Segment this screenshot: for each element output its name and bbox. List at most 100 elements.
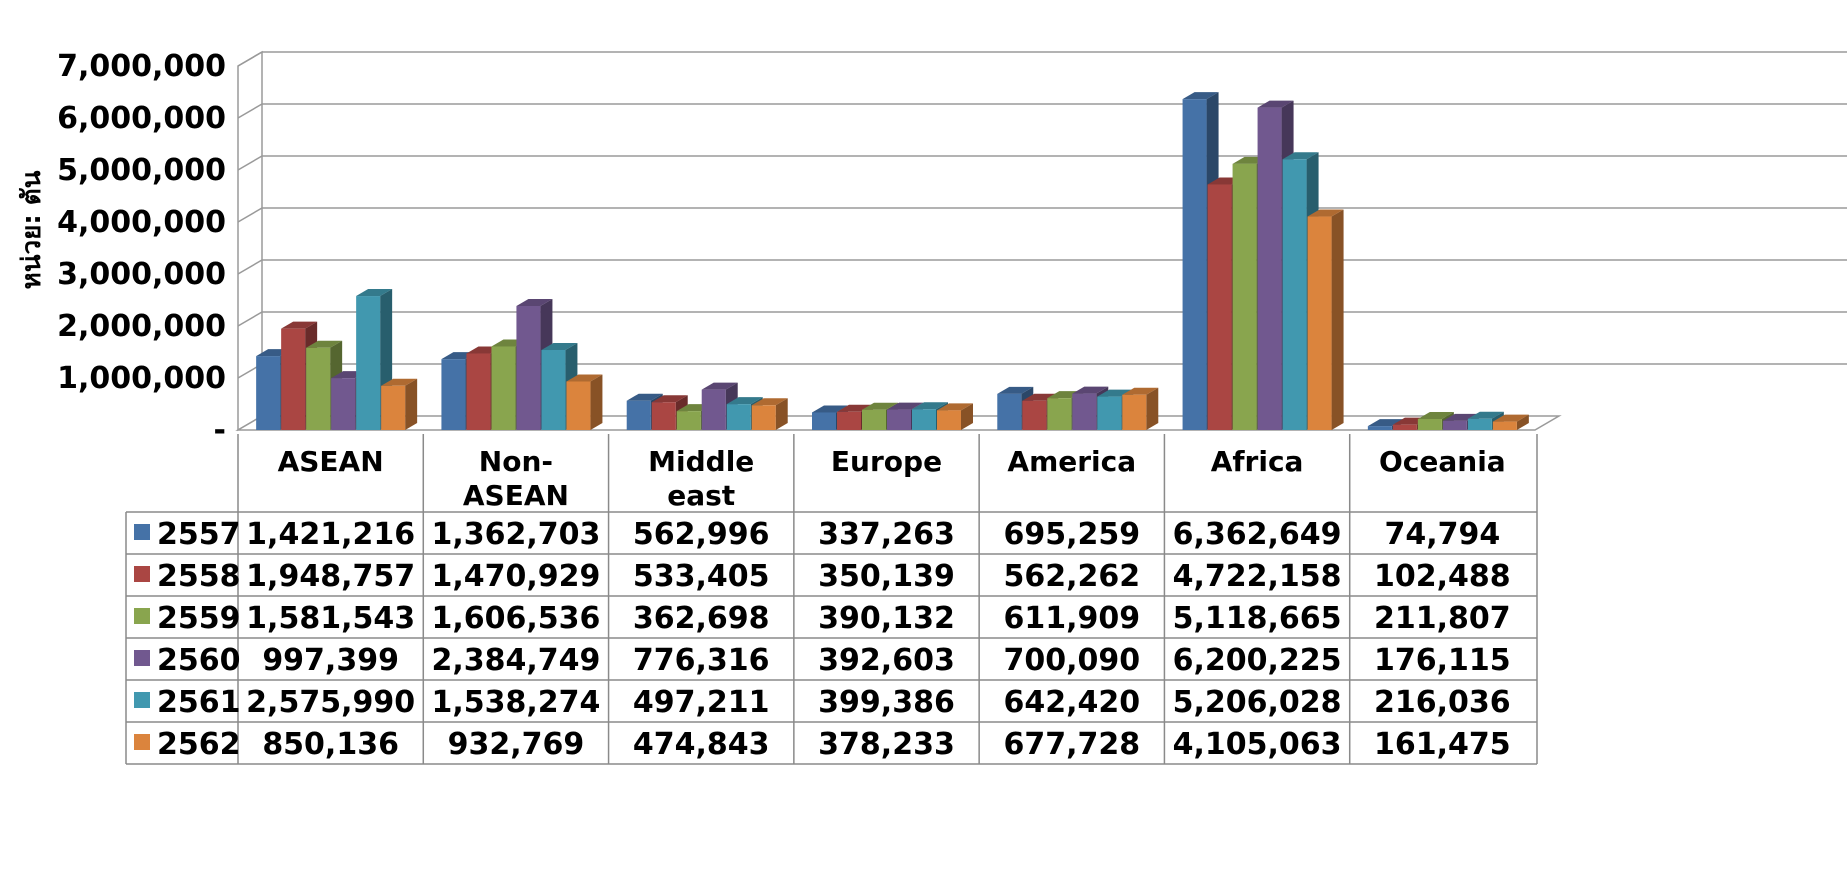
bar-top bbox=[1417, 411, 1454, 419]
bar-2560-5 bbox=[1257, 107, 1282, 430]
y-tick-label: 2,000,000 bbox=[57, 309, 226, 344]
bar-2561-0 bbox=[356, 296, 381, 430]
bar-2559-6 bbox=[1417, 418, 1442, 430]
bar-2559-4 bbox=[1047, 398, 1072, 430]
y-tick-label: 3,000,000 bbox=[57, 257, 226, 292]
data-label: 700,090 bbox=[1003, 643, 1140, 678]
y-tick-label: 1,000,000 bbox=[57, 361, 226, 396]
bar-2562-4 bbox=[1122, 394, 1147, 430]
bar-top bbox=[912, 402, 948, 410]
y-axis-title: หน่วย: ตัน bbox=[17, 170, 47, 289]
bar-side bbox=[405, 378, 418, 430]
bar-top bbox=[566, 374, 603, 382]
category-label: east bbox=[667, 479, 735, 512]
category-label: Middle bbox=[648, 445, 754, 478]
data-label: 350,139 bbox=[818, 559, 955, 594]
bar-2558-2 bbox=[651, 402, 676, 430]
data-label: 2,575,990 bbox=[246, 685, 415, 720]
data-label: 642,420 bbox=[1003, 685, 1140, 720]
data-label: 932,769 bbox=[448, 727, 585, 762]
bar-top bbox=[751, 398, 788, 406]
bar-2559-5 bbox=[1232, 163, 1257, 431]
legend-label: 2557 bbox=[157, 517, 241, 552]
bar-2561-3 bbox=[912, 409, 936, 430]
bar-2561-4 bbox=[1097, 396, 1122, 430]
bar-2559-2 bbox=[676, 411, 701, 430]
bar-top bbox=[1182, 92, 1219, 100]
bar-2559-1 bbox=[491, 346, 516, 430]
data-label: 74,794 bbox=[1384, 517, 1500, 552]
bar-side bbox=[1331, 209, 1344, 430]
data-label: 216,036 bbox=[1374, 685, 1511, 720]
legend-swatch-2561 bbox=[134, 692, 150, 708]
category-label: America bbox=[1007, 445, 1136, 478]
bar-2562-5 bbox=[1307, 216, 1332, 430]
data-label: 611,909 bbox=[1003, 601, 1140, 636]
bar-top bbox=[651, 395, 688, 403]
data-label: 5,118,665 bbox=[1173, 601, 1342, 636]
bar-side bbox=[961, 403, 973, 430]
data-label: 677,728 bbox=[1003, 727, 1140, 762]
bar-top bbox=[1122, 387, 1159, 395]
bar-2557-3 bbox=[812, 412, 836, 430]
data-label: 4,722,158 bbox=[1173, 559, 1342, 594]
y-tick-label: 5,000,000 bbox=[57, 153, 226, 188]
bar-2562-0 bbox=[381, 385, 406, 430]
bar-2558-0 bbox=[281, 328, 306, 430]
bar-top bbox=[726, 397, 763, 405]
bar-2561-5 bbox=[1282, 159, 1307, 430]
category-label: Europe bbox=[831, 445, 942, 478]
bar-2559-3 bbox=[862, 409, 886, 430]
bar-top bbox=[937, 403, 973, 411]
bar-top bbox=[1257, 100, 1294, 108]
data-label: 378,233 bbox=[818, 727, 955, 762]
data-label: 337,263 bbox=[818, 517, 955, 552]
y-tick-label: 7,000,000 bbox=[57, 49, 226, 84]
data-label: 392,603 bbox=[818, 643, 955, 678]
data-label: 1,470,929 bbox=[431, 559, 600, 594]
bar-top bbox=[1072, 386, 1109, 394]
data-label: 997,399 bbox=[262, 643, 399, 678]
data-label: 399,386 bbox=[818, 685, 955, 720]
bar-2560-3 bbox=[887, 409, 911, 430]
bar-2557-1 bbox=[441, 359, 466, 430]
bar-2560-4 bbox=[1072, 393, 1097, 430]
gridline bbox=[237, 103, 1847, 119]
bar-top bbox=[887, 402, 923, 410]
legend-swatch-2559 bbox=[134, 608, 150, 624]
data-label: 161,475 bbox=[1374, 727, 1511, 762]
bar-2560-6 bbox=[1442, 420, 1467, 430]
bar-2558-6 bbox=[1392, 424, 1417, 430]
bar-2557-2 bbox=[626, 400, 651, 430]
data-label: 562,996 bbox=[633, 517, 770, 552]
data-label: 1,362,703 bbox=[431, 517, 600, 552]
legend-swatch-2560 bbox=[134, 650, 150, 666]
category-label: Africa bbox=[1211, 445, 1304, 478]
bar-2562-2 bbox=[751, 405, 776, 430]
data-label: 5,206,028 bbox=[1173, 685, 1342, 720]
data-label: 176,115 bbox=[1374, 643, 1511, 678]
bar-top bbox=[862, 402, 898, 410]
bar-2562-6 bbox=[1492, 421, 1517, 430]
data-label: 4,105,063 bbox=[1173, 727, 1342, 762]
bar-side bbox=[775, 398, 788, 430]
bar-2558-4 bbox=[1022, 400, 1047, 430]
legend-swatch-2557 bbox=[134, 524, 150, 540]
legend-label: 2561 bbox=[157, 685, 241, 720]
bar-top bbox=[541, 343, 578, 351]
data-label: 362,698 bbox=[633, 601, 770, 636]
bar-top bbox=[281, 321, 318, 329]
bar-top bbox=[1492, 414, 1529, 422]
data-label: 211,807 bbox=[1374, 601, 1511, 636]
gridline bbox=[237, 51, 1847, 67]
data-label: 474,843 bbox=[633, 727, 770, 762]
bar-top bbox=[516, 298, 553, 306]
gridline bbox=[237, 207, 1847, 223]
bar-top bbox=[1282, 152, 1319, 160]
bar-top bbox=[1467, 411, 1504, 419]
data-label: 776,316 bbox=[633, 643, 770, 678]
legend-label: 2558 bbox=[157, 559, 241, 594]
bar-top bbox=[356, 289, 393, 297]
bar-top bbox=[626, 393, 663, 401]
bar-2561-1 bbox=[541, 350, 566, 430]
